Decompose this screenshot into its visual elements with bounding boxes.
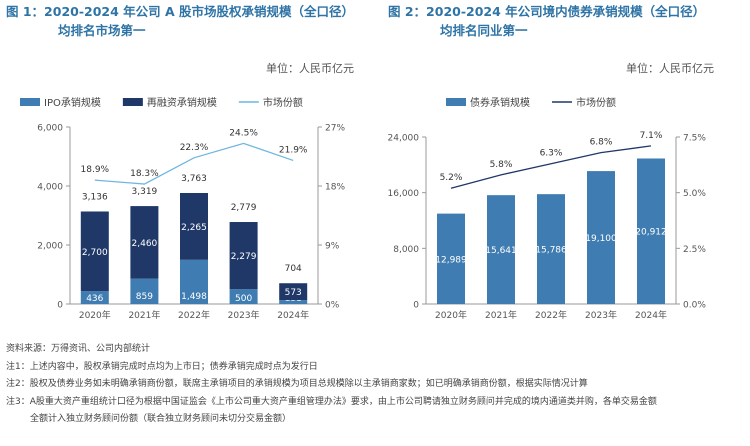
chart1-bar xyxy=(130,278,159,304)
chart2-y2-tick-label: 7.5% xyxy=(683,134,706,144)
chart1-bar-value-label: 2,279 xyxy=(231,252,257,262)
chart1-bar-total-label: 3,763 xyxy=(181,174,207,184)
chart1-bar xyxy=(229,222,258,290)
chart1-y2-tick-label: 0% xyxy=(325,301,340,311)
chart2-y-tick-label: 24,000 xyxy=(388,134,420,144)
chart2-x-tick-label: 2023年 xyxy=(585,309,617,321)
chart1-share-label: 18.3% xyxy=(130,169,159,179)
chart1-x-tick-label: 2023年 xyxy=(228,309,260,321)
chart2-share-label: 5.2% xyxy=(440,173,463,183)
chart1-legend-swatch xyxy=(122,98,143,106)
chart2-y-tick-label: 16,000 xyxy=(388,189,420,199)
chart1-bar-value-label: 2,700 xyxy=(82,248,108,258)
chart2-title-line1: 图 2：2020-2024 年公司境内债券承销规模（全口径） xyxy=(388,4,706,19)
chart1-bar-value-label: 859 xyxy=(136,292,153,302)
chart1-bar-value-label: 2,460 xyxy=(132,239,158,249)
chart2-y-tick-label: 0 xyxy=(413,301,419,311)
chart1-share-label: 24.5% xyxy=(229,128,258,138)
chart1-x-tick-label: 2022年 xyxy=(178,309,210,321)
chart1-bar-total-label: 3,319 xyxy=(132,187,158,197)
chart2-bar xyxy=(537,194,565,304)
chart2-bar xyxy=(487,195,515,304)
chart2-x-tick-label: 2022年 xyxy=(535,309,567,321)
chart1-share-label: 21.9% xyxy=(279,145,308,155)
chart1-x-tick-label: 2021年 xyxy=(128,309,160,321)
chart2-x-tick-label: 2020年 xyxy=(435,309,467,321)
chart2-bar-value-label: 19,100 xyxy=(585,234,617,244)
chart1-y-tick-label: 6,000 xyxy=(37,124,63,134)
chart2-title-line2: 均排名同业第一 xyxy=(440,23,528,38)
chart2-bar xyxy=(587,171,615,304)
chart1-bar-total-label: 2,779 xyxy=(231,203,257,213)
chart1-y2-tick-label: 27% xyxy=(325,124,345,134)
chart2-legend-swatch xyxy=(446,98,466,106)
chart1-x-tick-label: 2024年 xyxy=(277,309,309,321)
chart1-title-line2: 均排名市场第一 xyxy=(58,23,146,38)
chart1-share-label: 18.9% xyxy=(81,165,110,175)
chart1-bar-value-label: 1,498 xyxy=(181,292,207,302)
chart2-bar-value-label: 20,912 xyxy=(635,228,667,238)
chart2-legend-label: 市场份额 xyxy=(576,96,616,109)
chart1-x-tick-label: 2020年 xyxy=(79,309,111,321)
chart1-y-tick-label: 2,000 xyxy=(37,242,63,252)
chart2-bar-value-label: 12,989 xyxy=(435,255,467,265)
chart1-bar-total-label: 3,136 xyxy=(82,192,108,202)
chart2-legend-label: 债券承销规模 xyxy=(470,96,530,109)
chart2-title: 图 2：2020-2024 年公司境内债券承销规模（全口径） 均排名同业第一 xyxy=(388,2,748,40)
chart1-share-line xyxy=(94,142,294,185)
chart2-y-tick-label: 8,000 xyxy=(393,245,419,255)
chart1-bar xyxy=(279,300,308,304)
chart1-bar xyxy=(180,192,208,260)
chart2-y2-tick-label: 0.0% xyxy=(683,301,706,311)
chart1-bar-total-label: 704 xyxy=(285,264,302,274)
chart2-y2-tick-label: 5.0% xyxy=(683,189,706,199)
chart2-share-label: 6.8% xyxy=(590,138,613,148)
note-3-continued: 全额计入独立财务顾问份额（联合独立财务顾问未切分交易金额） xyxy=(30,414,292,425)
chart1-bar-value-label: 573 xyxy=(285,288,302,298)
chart1-bar-value-label: 436 xyxy=(86,294,103,304)
chart1-bar-value-label: 500 xyxy=(235,294,252,304)
chart2-bar-value-label: 15,641 xyxy=(485,246,517,256)
chart1-title: 图 1：2020-2024 年公司 A 股市场股权承销规模（全口径） 均排名市场… xyxy=(6,2,378,40)
chart1-bar-value-label: 2,265 xyxy=(181,223,207,233)
chart1-bar xyxy=(80,211,109,292)
source-note: 资料来源：万得资讯、公司内部统计 xyxy=(6,344,151,354)
chart2-share-label: 7.1% xyxy=(640,131,663,141)
chart1-title-line1: 图 1：2020-2024 年公司 A 股市场股权承销规模（全口径） xyxy=(6,4,355,19)
chart1-y-tick-label: 0 xyxy=(57,301,63,311)
chart1-bar xyxy=(279,283,308,301)
chart1-legend-label: 市场份额 xyxy=(263,96,303,109)
charts-canvas: 0 2,000 4,000 6,000 0% 9% 18% 27% 2020年 2021年 2022… xyxy=(20,96,706,321)
notes-section: 资料来源：万得资讯、公司内部统计 注1：上述内容中，股权承销完成时点均为上市日；… xyxy=(6,341,746,429)
chart1-bar xyxy=(180,259,208,304)
chart1-legend-swatch xyxy=(20,98,40,106)
chart2-x-tick-label: 2024年 xyxy=(635,309,667,321)
chart2-bar xyxy=(437,213,465,304)
note-2: 注2：股权及债券业务如未明确承销商份额，联席主承销项目的承销规模为项目总规模除以… xyxy=(6,379,588,390)
chart1-bar xyxy=(130,206,159,279)
chart2-share-label: 5.8% xyxy=(490,160,513,170)
chart2-share-label: 6.3% xyxy=(540,149,563,159)
note-1: 注1：上述内容中，股权承销完成时点均为上市日；债券承销完成时点为发行日 xyxy=(6,361,318,372)
chart1-legend-label: IPO承销规模 xyxy=(44,96,101,109)
chart2-share-line xyxy=(450,145,652,189)
chart1-legend-label: 再融资承销规模 xyxy=(147,96,217,109)
chart1-bar xyxy=(80,291,109,304)
chart1-unit-label: 单位：人民币亿元 xyxy=(266,62,354,75)
chart1-share-label: 22.3% xyxy=(180,143,209,153)
chart2-unit-label: 单位：人民币亿元 xyxy=(626,62,714,75)
chart2-bar xyxy=(637,158,665,304)
chart2-bar-value-label: 15,786 xyxy=(535,246,567,256)
chart2-y2-tick-label: 2.5% xyxy=(683,245,706,255)
chart1-y2-tick-label: 9% xyxy=(325,242,340,252)
chart1-y2-tick-label: 18% xyxy=(325,183,345,193)
chart2-x-tick-label: 2021年 xyxy=(485,309,517,321)
note-3: 注3：A股重大资产重组统计口径为根据中国证监会《上市公司重大资产重组管理办法》要… xyxy=(6,396,657,407)
chart1-y-tick-label: 4,000 xyxy=(37,183,63,193)
chart1-bar xyxy=(229,289,258,304)
